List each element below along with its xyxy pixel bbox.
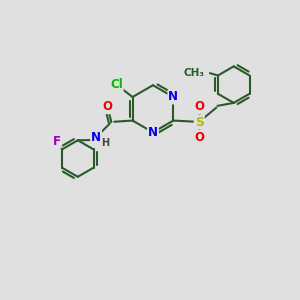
Text: O: O [102, 100, 112, 113]
Text: Cl: Cl [110, 78, 123, 91]
Text: H: H [101, 138, 110, 148]
Text: O: O [195, 131, 205, 144]
Text: N: N [91, 131, 101, 144]
Text: S: S [195, 116, 204, 128]
Text: F: F [53, 135, 61, 148]
Text: O: O [195, 100, 205, 113]
Text: N: N [168, 91, 178, 103]
Text: N: N [148, 126, 158, 139]
Text: CH₃: CH₃ [183, 68, 204, 78]
